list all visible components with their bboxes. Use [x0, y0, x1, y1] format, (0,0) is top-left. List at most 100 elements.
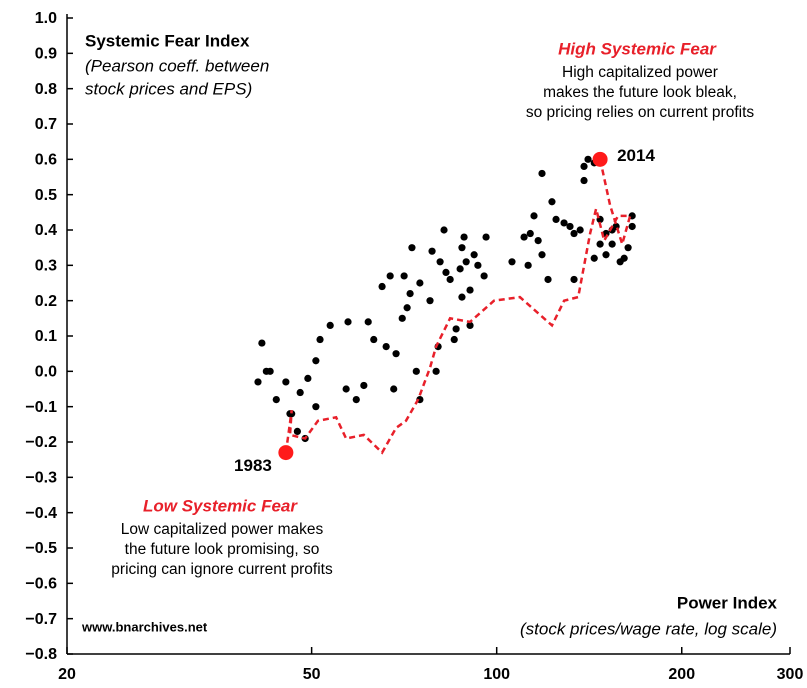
subtitle: stock prices and EPS) — [85, 79, 252, 98]
point — [446, 275, 454, 284]
point — [538, 251, 546, 259]
y-tick-label: 0.9 — [35, 46, 57, 63]
y-tick-label: −0.6 — [25, 576, 57, 593]
point — [628, 222, 636, 231]
point — [566, 222, 574, 231]
point — [552, 215, 560, 223]
y-tick-label: 0.1 — [35, 328, 57, 345]
y-tick-label: 0.5 — [35, 187, 57, 204]
point — [400, 272, 408, 280]
chart-title: Systemic Fear Index — [85, 31, 250, 50]
point — [470, 251, 478, 259]
point — [590, 254, 598, 262]
point — [316, 335, 324, 344]
y-tick-label: 0.3 — [35, 258, 57, 275]
point — [570, 275, 578, 284]
x-axis-note: (stock prices/wage rate, log scale) — [520, 619, 777, 638]
point — [436, 258, 444, 266]
y-tick-label: −0.8 — [25, 646, 57, 663]
point — [602, 251, 610, 259]
point — [382, 343, 390, 351]
point — [390, 385, 398, 393]
point — [272, 396, 280, 404]
point — [360, 381, 368, 390]
point — [544, 275, 552, 284]
point — [296, 388, 304, 397]
point — [412, 367, 420, 375]
annotation-text: so pricing relies on current profits — [526, 104, 755, 121]
point — [526, 229, 534, 238]
point — [352, 396, 360, 404]
point — [398, 314, 406, 322]
y-tick-label: −0.5 — [25, 540, 57, 557]
point — [508, 258, 516, 266]
point — [452, 325, 460, 333]
point — [442, 268, 450, 276]
y-tick-label: −0.7 — [25, 611, 57, 628]
point — [386, 272, 394, 280]
x-axis-label: Power Index — [677, 593, 778, 612]
x-tick-label: 50 — [303, 666, 321, 683]
point — [524, 261, 532, 269]
annotation-text: pricing can ignore current profits — [111, 561, 333, 578]
point — [440, 226, 448, 234]
point — [584, 155, 592, 163]
point — [342, 385, 350, 393]
y-tick-label: 0.6 — [35, 152, 57, 169]
y-tick-label: −0.4 — [25, 505, 57, 522]
point — [326, 321, 334, 329]
point — [266, 367, 274, 375]
highlight-point — [592, 151, 608, 167]
highlight-point — [278, 445, 294, 461]
point — [596, 240, 604, 248]
point — [534, 237, 542, 245]
point — [344, 318, 352, 326]
point — [620, 254, 628, 262]
point — [460, 233, 468, 241]
trend-line — [284, 159, 632, 455]
y-tick-label: 0.2 — [35, 293, 57, 310]
point — [426, 297, 434, 305]
y-tick-label: 0.0 — [35, 364, 57, 381]
point — [624, 244, 632, 252]
point — [538, 169, 546, 178]
x-tick-label: 20 — [58, 666, 76, 683]
point — [456, 265, 464, 273]
point — [364, 318, 372, 326]
point — [560, 219, 568, 227]
x-tick-label: 300 — [777, 666, 804, 683]
point — [293, 427, 301, 435]
annotation-text: the future look promising, so — [125, 541, 320, 558]
point — [428, 247, 436, 255]
point — [432, 367, 440, 375]
point — [580, 176, 588, 185]
point — [520, 233, 528, 241]
y-tick-label: 1.0 — [35, 10, 57, 27]
point — [258, 339, 266, 347]
highlight-label: 2014 — [617, 146, 655, 165]
point — [530, 212, 538, 220]
point — [282, 378, 290, 386]
point — [304, 374, 312, 382]
point — [462, 258, 470, 266]
point — [408, 244, 416, 252]
source: www.bnarchives.net — [81, 619, 208, 634]
x-tick-label: 100 — [483, 666, 510, 683]
point — [403, 304, 411, 312]
point — [392, 350, 400, 358]
point — [450, 335, 458, 344]
point — [548, 198, 556, 206]
point — [608, 240, 616, 248]
highlight-label: 1983 — [234, 456, 272, 475]
x-tick-label: 200 — [668, 666, 695, 683]
point — [458, 244, 466, 252]
y-tick-label: −0.1 — [25, 399, 57, 416]
point — [576, 226, 584, 234]
y-tick-label: 0.7 — [35, 116, 57, 133]
annotation-text: makes the future look bleak, — [543, 84, 737, 101]
point — [466, 321, 474, 329]
y-tick-label: 0.8 — [35, 81, 57, 98]
subtitle: (Pearson coeff. between — [85, 56, 269, 75]
annotation-text: Low capitalized power makes — [121, 521, 324, 538]
